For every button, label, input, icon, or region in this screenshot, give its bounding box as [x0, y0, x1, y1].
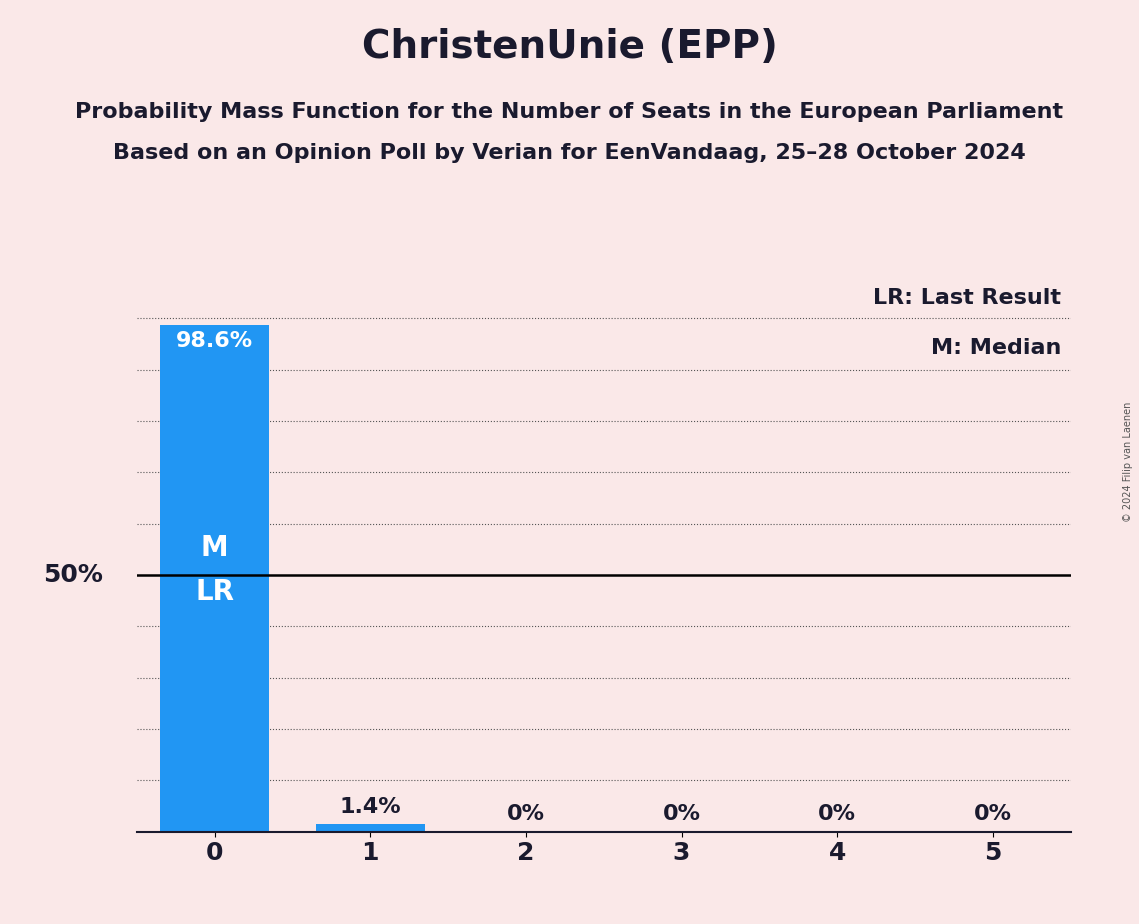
Text: M: Median: M: Median	[931, 338, 1062, 359]
Text: © 2024 Filip van Laenen: © 2024 Filip van Laenen	[1123, 402, 1133, 522]
Text: 0%: 0%	[663, 804, 700, 824]
Text: M: M	[200, 534, 228, 562]
Text: 0%: 0%	[818, 804, 857, 824]
Text: 0%: 0%	[974, 804, 1011, 824]
Text: LR: Last Result: LR: Last Result	[874, 288, 1062, 309]
Text: Probability Mass Function for the Number of Seats in the European Parliament: Probability Mass Function for the Number…	[75, 102, 1064, 122]
Bar	[316, 824, 425, 832]
Text: 98.6%: 98.6%	[175, 331, 253, 350]
Text: Based on an Opinion Poll by Verian for EenVandaag, 25–28 October 2024: Based on an Opinion Poll by Verian for E…	[113, 143, 1026, 164]
Text: 0%: 0%	[507, 804, 544, 824]
Text: 1.4%: 1.4%	[339, 796, 401, 817]
Text: 50%: 50%	[42, 563, 103, 587]
Text: LR: LR	[195, 578, 233, 605]
Text: ChristenUnie (EPP): ChristenUnie (EPP)	[361, 28, 778, 66]
Bar	[159, 325, 269, 832]
